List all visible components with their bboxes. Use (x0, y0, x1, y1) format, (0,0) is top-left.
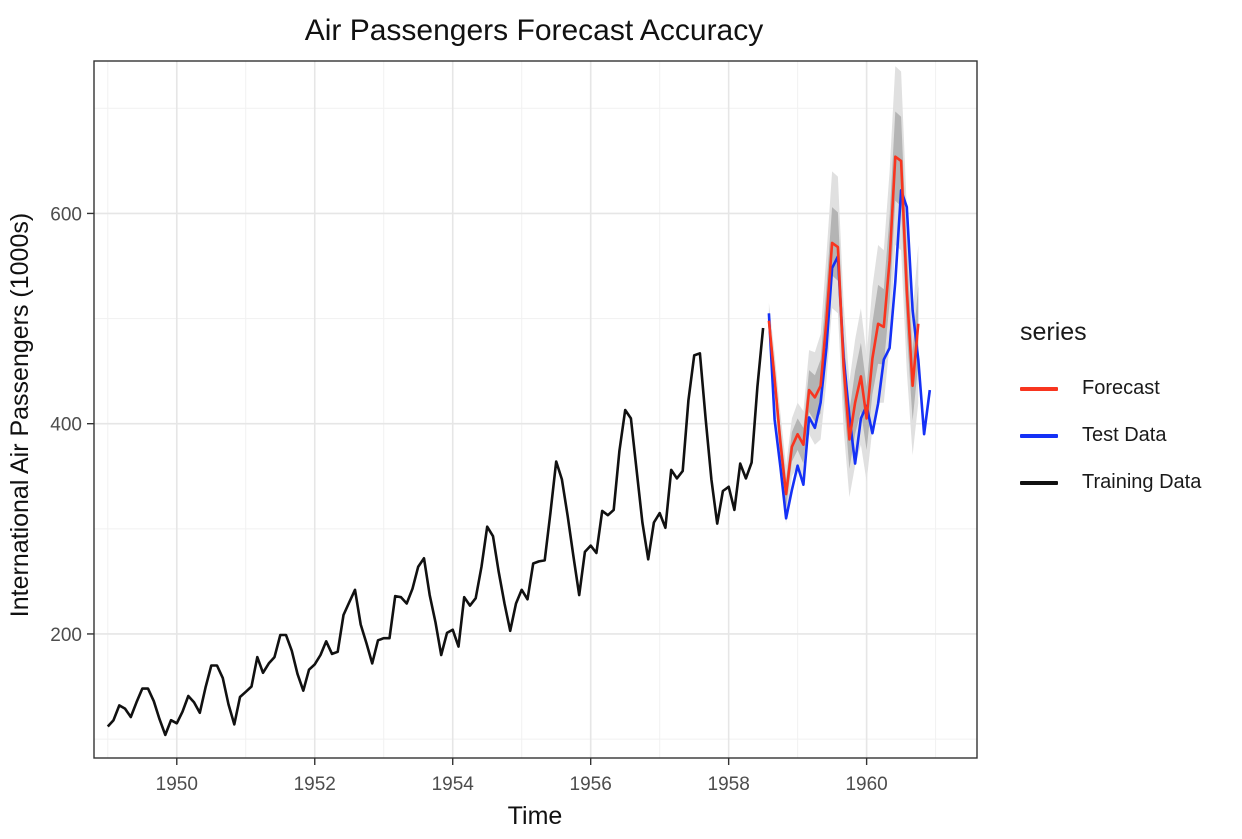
y-tick-label: 200 (50, 625, 82, 646)
legend-item-test-data: Test Data (1020, 412, 1201, 459)
x-axis-label: Time (508, 802, 563, 830)
series-line-forecast (767, 155, 920, 496)
series-line-training-data (106, 327, 765, 737)
legend-swatch-forecast (1020, 386, 1058, 391)
y-tick-label: 600 (50, 204, 82, 225)
chart-title: Air Passengers Forecast Accuracy (305, 14, 764, 47)
legend-swatch-test-data (1020, 433, 1058, 438)
legend-item-forecast: Forecast (1020, 365, 1201, 412)
legend-label-forecast: Forecast (1082, 377, 1160, 399)
legend-label-test-data: Test Data (1082, 424, 1167, 446)
panel-border (93, 60, 978, 759)
plot-panel (94, 61, 977, 758)
x-tick-label: 1952 (294, 774, 336, 795)
x-tick-label: 1954 (432, 774, 475, 795)
legend-swatch-training-data (1020, 480, 1058, 485)
legend: series Forecast Test Data Training Data (1020, 318, 1201, 506)
x-tick-label: 1960 (845, 774, 887, 795)
x-tick-label: 1956 (570, 774, 612, 795)
y-axis-label: International Air Passengers (1000s) (6, 213, 34, 617)
x-tick-label: 1958 (708, 774, 750, 795)
legend-label-training-data: Training Data (1082, 471, 1202, 493)
legend-title: series (1020, 318, 1087, 346)
y-tick-label: 400 (50, 415, 82, 436)
legend-item-training-data: Training Data (1020, 459, 1201, 506)
x-tick-label: 1950 (156, 774, 198, 795)
